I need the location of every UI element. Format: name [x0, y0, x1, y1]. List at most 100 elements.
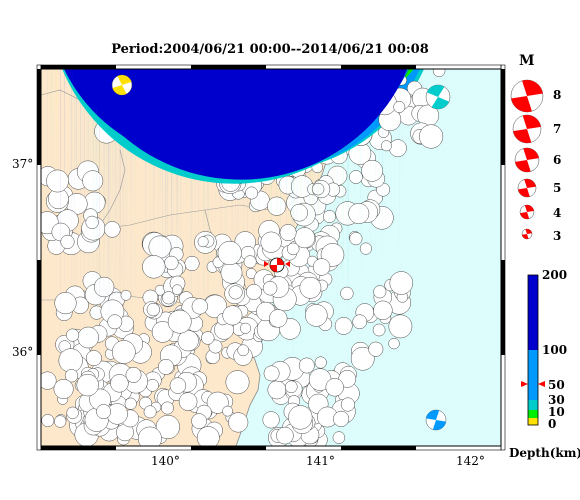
- star-icon: [264, 261, 269, 267]
- beachball-icon: [419, 69, 444, 149]
- depth-tick-10: 10: [548, 405, 565, 419]
- beachball-icon: [196, 69, 414, 446]
- magnitude-label-7: 7: [553, 122, 562, 136]
- beachball-icon: [260, 69, 282, 253]
- beachball-icon: [393, 101, 406, 113]
- beachball-icon: [120, 69, 256, 301]
- beachball-icon: [54, 69, 279, 315]
- beachball-icon: [125, 69, 352, 383]
- beachball-icon: [239, 69, 252, 334]
- beachball-icon: [143, 69, 392, 419]
- magnitude-label-3: 3: [553, 229, 562, 243]
- depth-legend-title: Depth(km): [509, 446, 580, 460]
- beachball-icon: [380, 69, 392, 152]
- beachball-icon: [111, 69, 326, 364]
- magnitude-legend: [510, 79, 544, 240]
- beachball-icon: [111, 74, 133, 96]
- beachball-icon: [137, 69, 420, 446]
- depth-tick-100: 100: [542, 343, 568, 357]
- beachball-icon: [349, 170, 363, 184]
- depth-tick-0: 0: [548, 417, 557, 431]
- beachball-icon: [142, 69, 166, 279]
- beachball-icon: [311, 69, 325, 196]
- frame-border-bars: [36, 64, 506, 451]
- beachball-icon: [368, 69, 384, 357]
- beachball-icon: [361, 69, 383, 182]
- earthquake-beachballs: [41, 69, 451, 446]
- beachball-icon: [160, 69, 385, 415]
- beachball-icon: [245, 186, 259, 200]
- magnitude-label-8: 8: [553, 88, 562, 102]
- beachball-icon: [267, 196, 287, 216]
- depth-tick-30: 30: [548, 393, 565, 407]
- beachball-icon: [155, 69, 405, 440]
- magnitude-label-4: 4: [553, 206, 562, 220]
- beachball-icon: [373, 69, 393, 320]
- map-title: Period:2004/06/21 00:00--2014/06/21 00:0…: [111, 42, 429, 57]
- beachball-icon: [305, 304, 328, 327]
- magnitude-legend-header: M: [519, 53, 535, 69]
- x-tick-140: 140°: [151, 454, 180, 468]
- beachball-icon: [46, 169, 69, 193]
- beachball-icon: [237, 344, 250, 357]
- beachball-icon: [151, 69, 293, 343]
- beachball-icon: [269, 69, 288, 328]
- beachball-icon: [228, 69, 391, 433]
- beachball-icon: [60, 69, 205, 249]
- beachball-icon: [372, 69, 386, 337]
- beachball-icon: [299, 69, 322, 299]
- beachball-icon: [332, 69, 346, 444]
- beachball-icon: [222, 69, 378, 417]
- beachball-icon: [388, 69, 413, 339]
- beachball-icon: [388, 337, 400, 350]
- beachball-icon: [425, 409, 447, 431]
- beachball-icon: [373, 69, 387, 299]
- y-tick-36: 36°: [12, 345, 34, 359]
- depth-tick-50: 50: [548, 378, 565, 392]
- beachball-icon: [208, 69, 223, 354]
- magnitude-label-6: 6: [553, 153, 562, 167]
- mainshock-marker: [264, 257, 290, 273]
- beachball-icon: [512, 114, 542, 144]
- magnitude-label-5: 5: [553, 181, 562, 195]
- beachball-icon: [340, 397, 355, 412]
- beachball-icon: [517, 178, 537, 198]
- beachball-icon: [338, 69, 357, 388]
- beachball-icon: [167, 69, 192, 334]
- beachball-icon: [225, 69, 319, 395]
- beachball-icon: [228, 69, 243, 300]
- beachball-icon: [85, 215, 99, 230]
- y-tick-37: 37°: [12, 157, 34, 171]
- beachball-icon: [54, 69, 408, 428]
- beachball-icon: [206, 69, 366, 414]
- beachball-icon: [510, 79, 544, 113]
- beachball-icon: [425, 84, 451, 110]
- beachball-icon: [286, 242, 300, 256]
- beachball-icon: [312, 69, 331, 276]
- beachball-icon: [262, 69, 361, 429]
- beachball-icon: [359, 242, 372, 255]
- beachball-icon: [107, 69, 293, 330]
- beachball-icon: [76, 69, 368, 397]
- beachball-icon: [285, 380, 298, 394]
- beachball-icon: [157, 69, 336, 375]
- beachball-icon: [93, 69, 252, 298]
- x-tick-142: 142°: [456, 454, 485, 468]
- beachball-icon: [276, 69, 391, 445]
- beachball-icon: [348, 69, 370, 224]
- beachball-icon: [124, 69, 385, 410]
- beachball-icon: [514, 147, 540, 173]
- beachball-icon: [110, 69, 362, 393]
- beachball-icon: [217, 69, 242, 266]
- beachball-icon: [350, 69, 375, 371]
- beachball-icon: [245, 69, 262, 300]
- depth-tick-200: 200: [542, 268, 568, 282]
- beachball-icon: [104, 69, 121, 238]
- depth-colorbar: [521, 274, 545, 426]
- beachball-icon: [178, 69, 376, 411]
- x-tick-141: 141°: [306, 454, 335, 468]
- beachball-icon: [389, 271, 414, 295]
- beachball-icon: [169, 69, 358, 394]
- beachball-icon: [519, 204, 535, 220]
